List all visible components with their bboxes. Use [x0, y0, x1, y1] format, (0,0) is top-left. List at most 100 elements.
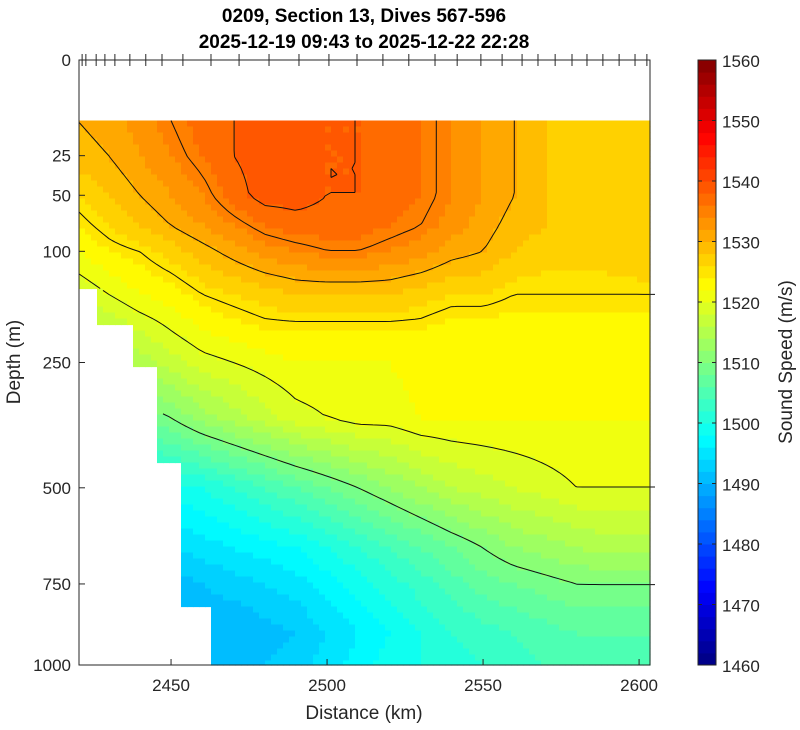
- field-cell: [253, 138, 260, 146]
- field-cell: [601, 264, 608, 272]
- field-cell: [505, 426, 512, 434]
- field-cell: [193, 216, 200, 224]
- field-cell: [373, 360, 380, 368]
- field-cell: [559, 222, 566, 230]
- field-cell: [277, 282, 284, 290]
- field-cell: [295, 294, 302, 302]
- field-cell: [181, 156, 188, 164]
- field-cell: [151, 354, 158, 362]
- field-cell: [469, 288, 476, 296]
- field-cell: [373, 132, 380, 140]
- field-cell: [607, 246, 614, 254]
- field-cell: [199, 378, 206, 386]
- field-cell: [583, 132, 590, 140]
- field-cell: [505, 258, 512, 266]
- field-cell: [283, 204, 290, 212]
- field-cell: [577, 246, 584, 254]
- field-cell: [379, 288, 386, 296]
- field-cell: [121, 192, 128, 200]
- field-cell: [259, 186, 266, 194]
- field-cell: [607, 342, 614, 350]
- field-cell: [439, 264, 446, 272]
- field-cell: [427, 288, 434, 296]
- field-cell: [505, 210, 512, 218]
- field-cell: [577, 378, 584, 386]
- field-cell: [181, 372, 188, 380]
- field-cell: [289, 270, 296, 278]
- field-cell: [385, 192, 392, 200]
- field-cell: [559, 366, 566, 374]
- field-cell: [499, 252, 506, 260]
- field-cell: [157, 234, 164, 242]
- field-cell: [427, 432, 434, 440]
- field-cell: [313, 228, 320, 236]
- field-cell: [631, 426, 638, 434]
- field-cell: [169, 306, 176, 314]
- field-cell: [553, 420, 560, 428]
- field-cell: [619, 174, 626, 182]
- field-cell: [181, 354, 188, 362]
- field-cell: [319, 252, 326, 260]
- field-cell: [391, 180, 398, 188]
- field-cell: [601, 258, 608, 266]
- field-cell: [409, 414, 416, 422]
- field-cell: [601, 192, 608, 200]
- field-cell: [373, 210, 380, 218]
- field-cell: [361, 294, 368, 302]
- field-cell: [559, 174, 566, 182]
- field-cell: [451, 240, 458, 248]
- field-cell: [439, 156, 446, 164]
- field-cell: [541, 408, 548, 416]
- field-cell: [445, 390, 452, 398]
- field-cell: [223, 354, 230, 362]
- field-cell: [217, 432, 224, 440]
- field-cell: [571, 120, 578, 128]
- field-cell: [187, 180, 194, 188]
- field-cell: [469, 318, 476, 326]
- field-cell: [121, 168, 128, 176]
- field-cell: [613, 162, 620, 170]
- field-cell: [325, 198, 332, 206]
- field-cell: [91, 156, 98, 164]
- field-cell: [157, 132, 164, 140]
- field-cell: [193, 132, 200, 140]
- field-cell: [433, 414, 440, 422]
- field-cell: [493, 174, 500, 182]
- field-cell: [457, 138, 464, 146]
- field-cell: [577, 420, 584, 428]
- field-cell: [133, 144, 140, 152]
- field-cell: [139, 120, 146, 128]
- field-cell: [211, 408, 218, 416]
- field-cell: [403, 150, 410, 158]
- field-cell: [157, 396, 164, 404]
- field-cell: [463, 120, 470, 128]
- field-cell: [397, 318, 404, 326]
- field-cell: [109, 150, 116, 158]
- field-cell: [115, 264, 122, 272]
- field-cell: [253, 228, 260, 236]
- field-cell: [523, 246, 530, 254]
- field-cell: [145, 306, 152, 314]
- field-cell: [607, 426, 614, 434]
- field-cell: [319, 174, 326, 182]
- field-cell: [295, 144, 302, 152]
- field-cell: [415, 414, 422, 422]
- field-cell: [565, 360, 572, 368]
- field-cell: [571, 150, 578, 158]
- field-cell: [307, 294, 314, 302]
- field-cell: [109, 252, 116, 260]
- field-cell: [289, 408, 296, 416]
- field-cell: [367, 324, 374, 332]
- field-cell: [493, 426, 500, 434]
- field-cell: [505, 246, 512, 254]
- field-cell: [259, 216, 266, 224]
- field-cell: [325, 288, 332, 296]
- field-cell: [481, 234, 488, 242]
- field-cell: [373, 300, 380, 308]
- field-cell: [109, 318, 116, 326]
- field-cell: [355, 198, 362, 206]
- field-cell: [625, 150, 632, 158]
- field-cell: [583, 438, 590, 446]
- field-cell: [355, 210, 362, 218]
- field-cell: [487, 156, 494, 164]
